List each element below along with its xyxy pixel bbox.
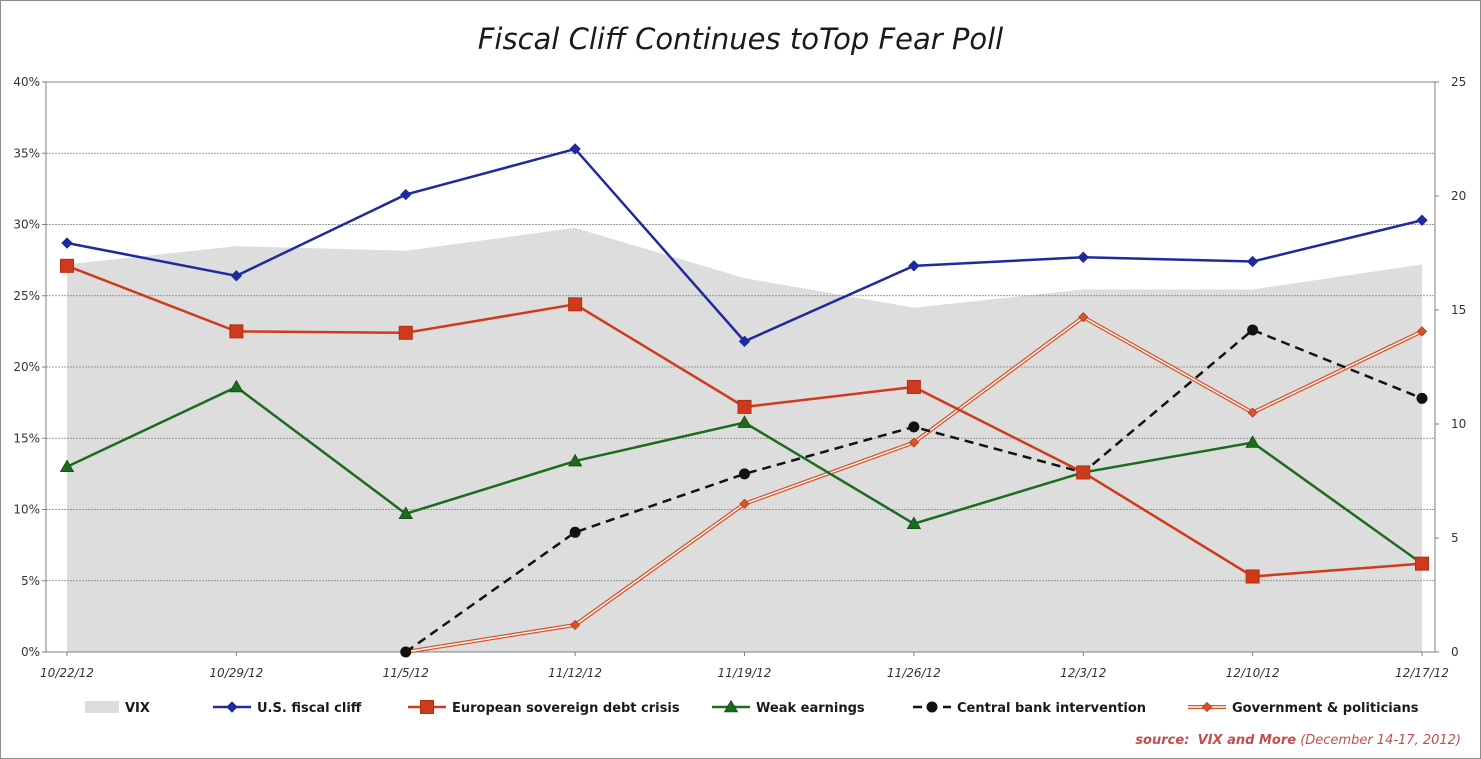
data-point <box>1077 251 1089 263</box>
data-point <box>398 506 413 520</box>
data-point <box>570 619 581 630</box>
legend-item-government-politicians: Government & politicians <box>1188 701 1419 716</box>
data-point <box>737 399 752 414</box>
data-point <box>61 237 73 249</box>
data-point <box>1076 465 1091 480</box>
data-point <box>569 143 581 155</box>
legend-item-european-sovereign-debt-crisis: European sovereign debt crisis <box>408 700 680 716</box>
y-right-tick-label: 10 <box>1451 417 1466 431</box>
y-left-tick-label: 0% <box>21 645 40 659</box>
data-point <box>59 459 75 473</box>
data-point <box>230 270 243 282</box>
y-left-tick-label: 15% <box>13 431 40 445</box>
data-point <box>1078 312 1089 323</box>
y-right-tick-label: 0 <box>1451 645 1459 659</box>
data-point <box>1247 407 1258 418</box>
data-point <box>737 415 752 428</box>
chart-title: Fiscal Cliff Continues toTop Fear Poll <box>477 22 1004 56</box>
legend-marker <box>926 701 938 713</box>
data-point <box>400 646 412 658</box>
legend-label: Central bank intervention <box>957 701 1146 716</box>
data-point <box>1247 324 1259 336</box>
x-tick-label: 11/12/12 <box>548 666 602 680</box>
series-european-sovereign-debt-crisis <box>60 258 1429 584</box>
data-point <box>229 324 244 339</box>
data-point <box>1415 556 1429 571</box>
y-left-tick-label: 40% <box>13 75 40 89</box>
y-left-tick-label: 10% <box>13 503 40 517</box>
source-label: source: <box>1135 733 1190 748</box>
legend-item-central-bank-intervention: Central bank intervention <box>913 701 1146 716</box>
legend-marker <box>226 701 238 713</box>
legend-marker <box>1201 701 1213 713</box>
legend-marker <box>420 700 434 714</box>
data-point <box>569 526 581 538</box>
data-point <box>398 325 413 340</box>
legend-label: Government & politicians <box>1232 701 1419 716</box>
data-point <box>908 437 919 448</box>
y-left-tick-label: 35% <box>13 146 40 160</box>
vix-area <box>67 227 1422 653</box>
y-left-tick-label: 25% <box>13 289 40 303</box>
series-u-s-fiscal-cliff <box>61 143 1428 348</box>
y-left-tick-label: 30% <box>13 218 40 232</box>
data-point <box>739 468 750 480</box>
data-point <box>567 453 583 467</box>
y-right-tick-label: 25 <box>1451 75 1466 89</box>
legend-marker <box>723 699 739 713</box>
data-point <box>1416 326 1428 337</box>
data-point <box>568 297 583 312</box>
data-point <box>1245 569 1260 584</box>
legend-item-u-s-fiscal-cliff: U.S. fiscal cliff <box>213 701 362 716</box>
data-point <box>1245 435 1260 448</box>
legend-label: European sovereign debt crisis <box>452 701 680 716</box>
legend-swatch <box>85 701 119 713</box>
x-tick-label: 11/26/12 <box>887 666 941 680</box>
x-tick-label: 10/29/12 <box>209 666 263 680</box>
y-right-tick-label: 5 <box>1451 531 1459 545</box>
y-right-tick-label: 20 <box>1451 189 1466 203</box>
x-tick-label: 12/3/12 <box>1060 666 1106 680</box>
legend-item-weak-earnings: Weak earnings <box>712 699 865 716</box>
data-point <box>1416 392 1428 404</box>
legend-label: VIX <box>125 701 150 716</box>
data-point <box>906 379 921 394</box>
x-tick-label: 11/19/12 <box>718 666 772 680</box>
legend-label: Weak earnings <box>756 701 865 716</box>
data-point <box>738 335 751 348</box>
data-point <box>908 260 920 272</box>
data-point <box>229 379 244 393</box>
y-left-tick-label: 5% <box>21 574 40 588</box>
x-tick-label: 10/22/12 <box>40 666 94 680</box>
source-note: source: VIX and More (December 14-17, 20… <box>1135 733 1461 748</box>
data-point <box>1246 255 1259 268</box>
x-tick-label: 12/17/12 <box>1395 666 1449 680</box>
source-detail: (December 14-17, 2012) <box>1300 733 1461 748</box>
source-name: VIX and More <box>1197 733 1297 748</box>
y-left-tick-label: 20% <box>13 360 40 374</box>
data-point <box>1416 214 1428 226</box>
data-point <box>739 498 750 509</box>
data-point <box>906 516 922 530</box>
data-point <box>908 421 920 433</box>
data-point <box>60 258 74 273</box>
y-right-tick-label: 15 <box>1451 303 1466 317</box>
legend-item-vix: VIX <box>85 701 150 716</box>
legend-label: U.S. fiscal cliff <box>257 701 362 716</box>
x-tick-label: 11/5/12 <box>383 666 429 680</box>
x-tick-label: 12/10/12 <box>1226 666 1280 680</box>
data-point <box>400 188 412 201</box>
